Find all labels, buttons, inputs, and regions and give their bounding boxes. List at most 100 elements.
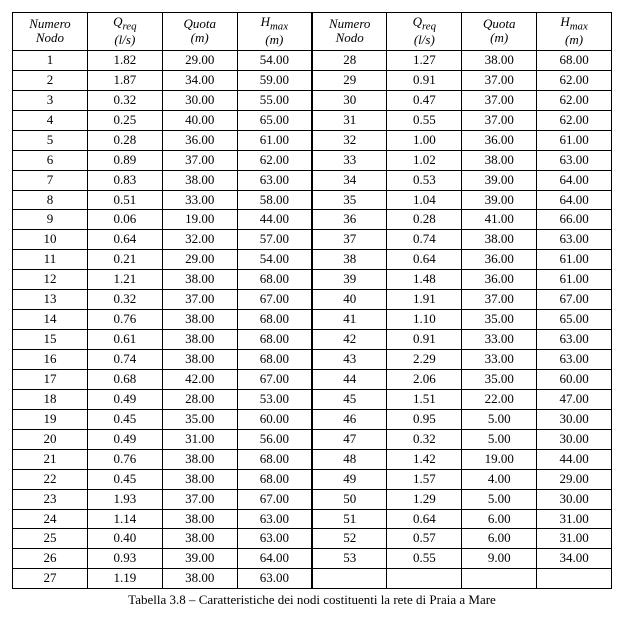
table-cell: 16 xyxy=(13,350,88,370)
table-cell: 61.00 xyxy=(537,250,612,270)
table-cell: 36 xyxy=(312,210,387,230)
hdr-qreq-b: Qreq (l/s) xyxy=(387,13,462,51)
table-cell: 0.91 xyxy=(387,330,462,350)
table-cell: 67.00 xyxy=(237,369,312,389)
table-row: 250.4038.0063.00520.576.0031.00 xyxy=(13,529,612,549)
table-cell: 0.32 xyxy=(387,429,462,449)
table-cell: 2.29 xyxy=(387,350,462,370)
table-cell: 0.74 xyxy=(387,230,462,250)
table-cell: 61.00 xyxy=(537,270,612,290)
table-body: 11.8229.0054.00281.2738.0068.0021.8734.0… xyxy=(13,50,612,588)
table-cell: 0.64 xyxy=(87,230,162,250)
table-cell: 61.00 xyxy=(537,130,612,150)
table-cell: 6.00 xyxy=(462,529,537,549)
table-cell: 68.00 xyxy=(237,350,312,370)
table-cell: 6 xyxy=(13,150,88,170)
table-cell: 1.04 xyxy=(387,190,462,210)
table-row: 241.1438.0063.00510.646.0031.00 xyxy=(13,509,612,529)
table-cell: 64.00 xyxy=(537,190,612,210)
table-cell: 0.32 xyxy=(87,90,162,110)
table-cell: 1 xyxy=(13,50,88,70)
table-cell: 51 xyxy=(312,509,387,529)
table-cell: 10 xyxy=(13,230,88,250)
table-cell: 63.00 xyxy=(537,330,612,350)
table-cell: 1.42 xyxy=(387,449,462,469)
table-row: 260.9339.0064.00530.559.0034.00 xyxy=(13,549,612,569)
table-cell: 0.93 xyxy=(87,549,162,569)
table-cell: 37.00 xyxy=(462,70,537,90)
table-cell: 63.00 xyxy=(537,150,612,170)
table-cell: 31 xyxy=(312,110,387,130)
table-cell: 53 xyxy=(312,549,387,569)
table-cell: 1.27 xyxy=(387,50,462,70)
table-cell: 41.00 xyxy=(462,210,537,230)
table-cell: 19 xyxy=(13,409,88,429)
table-cell: 0.49 xyxy=(87,429,162,449)
table-cell: 38.00 xyxy=(162,449,237,469)
table-cell: 61.00 xyxy=(237,130,312,150)
table-cell: 37.00 xyxy=(462,290,537,310)
table-cell: 46 xyxy=(312,409,387,429)
table-cell: 21 xyxy=(13,449,88,469)
table-cell: 34.00 xyxy=(162,70,237,90)
table-cell: 30.00 xyxy=(162,90,237,110)
table-cell: 22.00 xyxy=(462,389,537,409)
table-row: 80.5133.0058.00351.0439.0064.00 xyxy=(13,190,612,210)
table-cell: 67.00 xyxy=(537,290,612,310)
table-cell: 64.00 xyxy=(537,170,612,190)
table-cell: 33.00 xyxy=(462,330,537,350)
table-cell xyxy=(537,569,612,589)
table-cell: 17 xyxy=(13,369,88,389)
table-cell: 38.00 xyxy=(462,230,537,250)
table-caption: Tabella 3.8 – Caratteristiche dei nodi c… xyxy=(12,592,612,608)
table-cell: 44.00 xyxy=(537,449,612,469)
table-cell: 13 xyxy=(13,290,88,310)
nodes-table: Numero Nodo Qreq (l/s) Quota (m) Hmax (m… xyxy=(12,12,612,589)
table-row: 220.4538.0068.00491.574.0029.00 xyxy=(13,469,612,489)
table-cell: 62.00 xyxy=(537,70,612,90)
table-cell: 23 xyxy=(13,489,88,509)
table-cell: 0.06 xyxy=(87,210,162,230)
table-cell: 1.87 xyxy=(87,70,162,90)
table-cell: 0.57 xyxy=(387,529,462,549)
table-cell: 0.64 xyxy=(387,250,462,270)
table-cell: 44.00 xyxy=(237,210,312,230)
table-cell: 0.40 xyxy=(87,529,162,549)
table-cell: 32 xyxy=(312,130,387,150)
hdr-qreq-a: Qreq (l/s) xyxy=(87,13,162,51)
table-cell: 44 xyxy=(312,369,387,389)
table-cell: 28.00 xyxy=(162,389,237,409)
table-cell: 39.00 xyxy=(162,549,237,569)
table-row: 40.2540.0065.00310.5537.0062.00 xyxy=(13,110,612,130)
table-cell: 40 xyxy=(312,290,387,310)
table-cell xyxy=(312,569,387,589)
table-cell: 4 xyxy=(13,110,88,130)
table-cell: 5 xyxy=(13,130,88,150)
table-cell: 5.00 xyxy=(462,429,537,449)
table-cell: 35.00 xyxy=(462,369,537,389)
table-cell: 34.00 xyxy=(537,549,612,569)
table-cell: 1.02 xyxy=(387,150,462,170)
table-cell: 39 xyxy=(312,270,387,290)
table-cell: 27 xyxy=(13,569,88,589)
table-cell: 29.00 xyxy=(162,50,237,70)
table-cell: 50 xyxy=(312,489,387,509)
hdr-hmax-b: Hmax (m) xyxy=(537,13,612,51)
table-cell: 1.10 xyxy=(387,310,462,330)
table-cell: 63.00 xyxy=(237,509,312,529)
table-cell: 1.29 xyxy=(387,489,462,509)
table-cell: 60.00 xyxy=(237,409,312,429)
table-cell: 5.00 xyxy=(462,409,537,429)
table-cell: 37.00 xyxy=(462,90,537,110)
table-cell: 33.00 xyxy=(162,190,237,210)
table-cell: 1.93 xyxy=(87,489,162,509)
table-cell: 53.00 xyxy=(237,389,312,409)
table-cell: 62.00 xyxy=(537,90,612,110)
table-cell: 67.00 xyxy=(237,290,312,310)
table-cell: 63.00 xyxy=(537,230,612,250)
table-cell: 20 xyxy=(13,429,88,449)
table-cell: 0.89 xyxy=(87,150,162,170)
table-cell: 0.49 xyxy=(87,389,162,409)
table-cell: 40.00 xyxy=(162,110,237,130)
table-cell xyxy=(387,569,462,589)
